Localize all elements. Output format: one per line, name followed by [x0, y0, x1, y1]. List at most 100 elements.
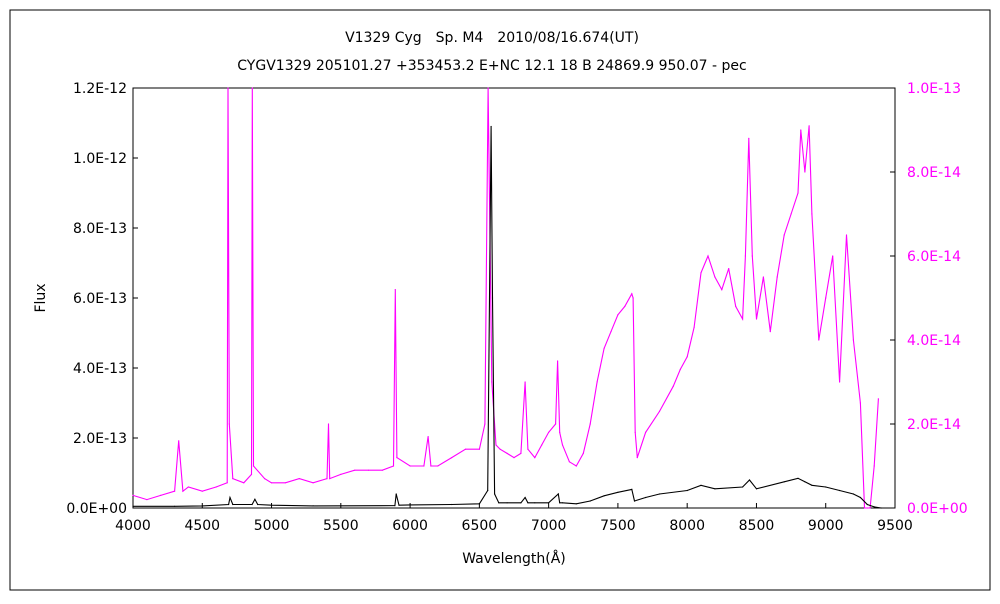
data-point-right	[326, 478, 328, 480]
data-point-left	[312, 505, 314, 507]
data-point-right	[632, 297, 634, 299]
data-point-right	[790, 213, 792, 215]
data-point-right	[811, 213, 813, 215]
data-point-right	[146, 499, 148, 501]
data-point-right	[227, 87, 229, 89]
data-point-right	[354, 469, 356, 471]
chart-title: V1329 Cyg Sp. M4 2010/08/16.674(UT)	[345, 30, 639, 46]
data-point-right	[499, 448, 501, 450]
data-point-left	[257, 503, 259, 506]
data-point-right	[721, 289, 723, 291]
data-point-left	[228, 503, 230, 506]
data-point-right	[845, 234, 848, 236]
data-point-left	[487, 489, 489, 492]
data-point-right	[714, 276, 716, 278]
x-tick-label: 6000	[392, 518, 428, 534]
data-point-left	[797, 477, 799, 479]
y2-tick-label: 6.0E-14	[907, 249, 961, 265]
data-point-left	[254, 498, 256, 500]
data-point-right	[645, 431, 647, 433]
data-point-right	[800, 129, 802, 131]
data-point-left	[559, 502, 561, 504]
data-point-right	[520, 452, 522, 454]
data-point-right	[748, 137, 750, 139]
data-point-right	[284, 482, 286, 484]
x-tick-label: 4000	[115, 518, 151, 534]
data-point-right	[707, 255, 709, 257]
data-point-right	[423, 465, 425, 467]
data-point-left	[232, 503, 234, 506]
data-point-right	[228, 423, 230, 425]
y-tick-label: 6.0E-13	[73, 291, 127, 307]
data-point-right	[869, 507, 871, 509]
data-point-right	[863, 507, 866, 509]
data-point-right	[396, 457, 398, 459]
y2-tick-label: 2.0E-14	[907, 417, 961, 433]
data-point-right	[298, 478, 300, 480]
data-point-left	[506, 502, 508, 504]
data-point-left	[490, 125, 492, 128]
data-point-right	[506, 452, 508, 454]
data-point-left	[852, 493, 855, 495]
data-point-left	[873, 506, 875, 508]
data-point-right	[672, 385, 674, 387]
x-tick-label: 4500	[184, 518, 220, 534]
data-point-right	[555, 423, 557, 425]
data-point-right	[596, 381, 598, 383]
tick-layer: 4000 4500 5000 5500 6000 6500 7000 7500 8000 8500…	[66, 81, 967, 534]
data-point-left	[398, 504, 400, 506]
data-point-right	[679, 368, 681, 370]
data-point-left	[686, 489, 688, 492]
data-point-right	[561, 444, 564, 446]
x-tick-label: 8500	[739, 518, 775, 534]
data-point-right	[742, 318, 744, 320]
data-point-right	[464, 448, 467, 450]
data-point-right	[575, 465, 577, 467]
data-point-right	[873, 465, 875, 467]
data-point-right	[839, 381, 841, 383]
data-point-right	[243, 482, 245, 484]
y-tick-label: 1.2E-12	[73, 81, 127, 97]
data-point-left	[633, 500, 636, 502]
data-point-right	[527, 448, 529, 450]
x-tick-label: 7000	[531, 518, 567, 534]
data-point-right	[478, 448, 480, 450]
data-point-right	[232, 478, 234, 480]
data-point-left	[714, 488, 716, 490]
data-point-left	[742, 486, 744, 488]
data-point-right	[559, 431, 561, 433]
data-point-right	[541, 444, 543, 446]
data-point-right	[381, 469, 383, 471]
data-point-right	[451, 457, 453, 459]
data-point-right	[491, 381, 493, 383]
data-point-right	[250, 473, 253, 475]
data-point-right	[392, 465, 395, 467]
data-point-left	[631, 488, 633, 490]
data-point-right	[394, 289, 396, 291]
data-point-right	[769, 331, 771, 333]
data-point-right	[776, 276, 778, 278]
figure-border	[9, 9, 991, 591]
data-point-right	[252, 465, 255, 467]
data-point-left	[395, 493, 397, 495]
data-point-left	[251, 503, 253, 506]
data-point-right	[852, 339, 855, 341]
data-point-right	[495, 444, 497, 446]
data-point-right	[617, 314, 619, 316]
data-point-left	[575, 503, 577, 505]
data-point-left	[645, 496, 647, 499]
y-tick-label: 4.0E-13	[73, 361, 127, 377]
data-point-right	[603, 347, 605, 349]
data-point-left	[880, 507, 882, 509]
x-axis-label: Wavelength(Å)	[462, 550, 566, 567]
data-point-right	[174, 490, 176, 492]
data-point-right	[818, 339, 820, 341]
data-point-left	[229, 496, 231, 499]
data-point-right	[270, 482, 273, 484]
data-point-left	[589, 500, 591, 502]
data-point-right	[226, 482, 228, 484]
data-point-right	[634, 431, 636, 433]
y2-tick-label: 8.0E-14	[907, 165, 961, 181]
data-point-right	[340, 473, 342, 475]
data-point-right	[437, 465, 439, 467]
